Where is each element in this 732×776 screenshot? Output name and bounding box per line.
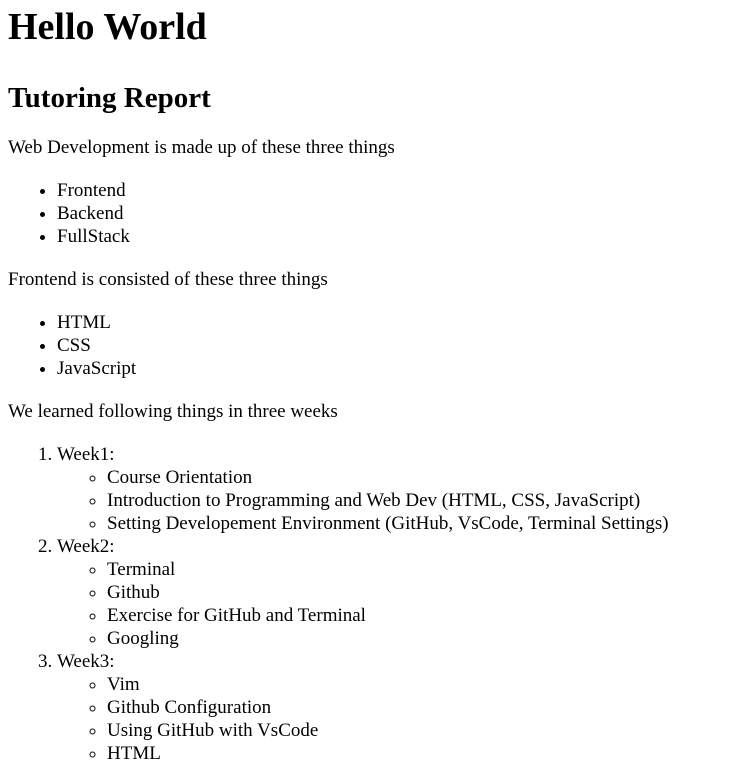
- frontend-list: HTML CSS JavaScript: [8, 311, 732, 380]
- list-item: Frontend: [57, 179, 732, 202]
- week-topics: Vim Github Configuration Using GitHub wi…: [57, 673, 732, 765]
- week-item: Week3: Vim Github Configuration Using Gi…: [57, 650, 732, 765]
- list-item: HTML: [107, 742, 732, 765]
- list-item: Introduction to Programming and Web Dev …: [107, 489, 732, 512]
- list-item: Course Orientation: [107, 466, 732, 489]
- list-item: JavaScript: [57, 357, 732, 380]
- list-item: Using GitHub with VsCode: [107, 719, 732, 742]
- frontend-intro: Frontend is consisted of these three thi…: [8, 269, 328, 290]
- web-dev-list: Frontend Backend FullStack: [8, 179, 732, 248]
- list-item: Setting Developement Environment (GitHub…: [107, 512, 732, 535]
- list-item: Github: [107, 581, 732, 604]
- list-item: CSS: [57, 334, 732, 357]
- list-item: FullStack: [57, 225, 732, 248]
- report-heading: Tutoring Report: [8, 82, 211, 114]
- weeks-intro: We learned following things in three wee…: [8, 401, 338, 422]
- list-item: HTML: [57, 311, 732, 334]
- week-topics: Course Orientation Introduction to Progr…: [57, 466, 732, 535]
- week-topics: Terminal Github Exercise for GitHub and …: [57, 558, 732, 650]
- list-item: Github Configuration: [107, 696, 732, 719]
- list-item: Terminal: [107, 558, 732, 581]
- list-item: Backend: [57, 202, 732, 225]
- week-item: Week1: Course Orientation Introduction t…: [57, 443, 732, 535]
- week-label: Week1:: [57, 444, 115, 465]
- week-item: Week2: Terminal Github Exercise for GitH…: [57, 535, 732, 650]
- document-page: Hello World Tutoring Report Web Developm…: [0, 5, 732, 765]
- page-title: Hello World: [8, 6, 207, 48]
- list-item: Googling: [107, 627, 732, 650]
- list-item: Vim: [107, 673, 732, 696]
- week-label: Week2:: [57, 536, 115, 557]
- week-label: Week3:: [57, 651, 115, 672]
- web-dev-intro: Web Development is made up of these thre…: [8, 137, 395, 158]
- weeks-list: Week1: Course Orientation Introduction t…: [8, 443, 732, 765]
- list-item: Exercise for GitHub and Terminal: [107, 604, 732, 627]
